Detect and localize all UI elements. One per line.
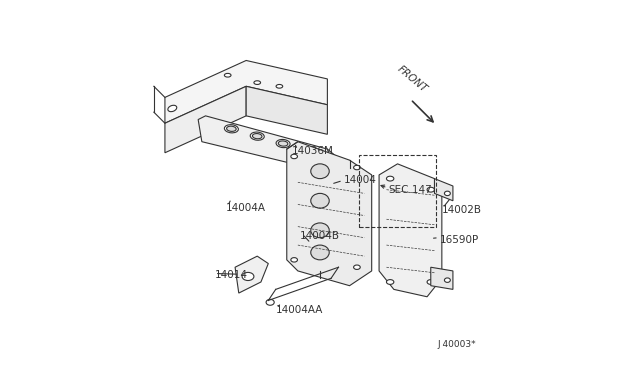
Ellipse shape (444, 191, 451, 196)
Ellipse shape (225, 125, 238, 133)
Text: 14004AA: 14004AA (276, 305, 323, 315)
Ellipse shape (311, 193, 329, 208)
Ellipse shape (242, 272, 254, 280)
Polygon shape (246, 86, 328, 134)
Ellipse shape (311, 164, 329, 179)
Ellipse shape (311, 245, 329, 260)
Ellipse shape (353, 165, 360, 170)
Ellipse shape (252, 134, 262, 139)
Ellipse shape (291, 154, 298, 159)
Ellipse shape (444, 278, 451, 282)
Ellipse shape (168, 105, 177, 112)
Ellipse shape (304, 148, 314, 154)
Ellipse shape (427, 280, 435, 285)
Polygon shape (379, 164, 442, 297)
Ellipse shape (353, 265, 360, 269)
Ellipse shape (291, 258, 298, 262)
Ellipse shape (302, 147, 316, 155)
Text: 14036M: 14036M (292, 146, 334, 156)
Ellipse shape (227, 126, 236, 131)
Ellipse shape (250, 132, 264, 140)
Text: 14004B: 14004B (300, 231, 340, 241)
Ellipse shape (278, 141, 288, 146)
Ellipse shape (266, 299, 274, 305)
Ellipse shape (387, 176, 394, 181)
Text: 14004A: 14004A (226, 203, 266, 213)
Text: 16590P: 16590P (440, 234, 479, 244)
Text: 14004: 14004 (344, 176, 377, 186)
Ellipse shape (276, 84, 283, 88)
Polygon shape (235, 256, 268, 293)
Text: FRONT: FRONT (396, 64, 429, 94)
Polygon shape (287, 142, 372, 286)
Text: SEC.147: SEC.147 (388, 185, 432, 195)
Polygon shape (165, 61, 328, 123)
Text: 14002B: 14002B (442, 205, 482, 215)
Ellipse shape (311, 223, 329, 238)
Ellipse shape (254, 81, 260, 84)
Polygon shape (198, 116, 349, 186)
Ellipse shape (276, 140, 290, 148)
Text: 14014: 14014 (215, 270, 248, 280)
Ellipse shape (387, 280, 394, 285)
Polygon shape (431, 267, 453, 289)
Polygon shape (165, 86, 246, 153)
Ellipse shape (225, 73, 231, 77)
Text: J 40003*: J 40003* (437, 340, 476, 349)
Polygon shape (435, 179, 453, 201)
Ellipse shape (427, 187, 435, 192)
